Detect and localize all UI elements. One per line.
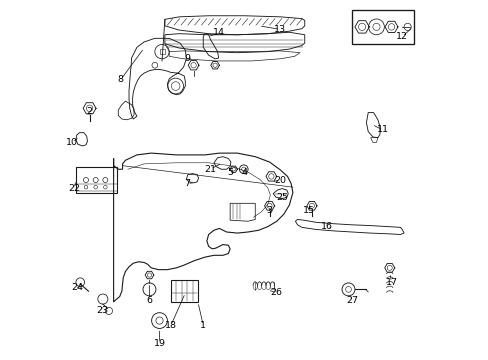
Text: 20: 20	[274, 176, 286, 185]
Text: 7: 7	[184, 179, 190, 188]
Text: 8: 8	[118, 75, 123, 84]
Text: 1: 1	[200, 321, 206, 330]
Text: 17: 17	[385, 278, 397, 287]
Text: 27: 27	[346, 296, 357, 305]
Text: 19: 19	[153, 339, 165, 348]
Text: 18: 18	[164, 321, 177, 330]
Text: 6: 6	[146, 296, 152, 305]
Text: 12: 12	[395, 32, 407, 41]
Text: 24: 24	[72, 283, 83, 292]
Text: 15: 15	[303, 206, 314, 215]
Text: 4: 4	[241, 168, 247, 177]
Text: 5: 5	[227, 168, 233, 177]
Text: 11: 11	[376, 125, 388, 134]
Text: 2: 2	[86, 107, 92, 116]
Text: 10: 10	[66, 138, 78, 147]
Text: 23: 23	[97, 306, 109, 315]
Text: 26: 26	[270, 288, 282, 297]
Text: 16: 16	[320, 222, 332, 231]
Text: 14: 14	[213, 28, 225, 37]
Text: 21: 21	[204, 165, 216, 174]
Text: 13: 13	[274, 25, 286, 34]
Text: 9: 9	[184, 54, 190, 63]
Text: 3: 3	[266, 206, 272, 215]
Text: 25: 25	[276, 193, 287, 202]
Text: 22: 22	[68, 184, 80, 193]
